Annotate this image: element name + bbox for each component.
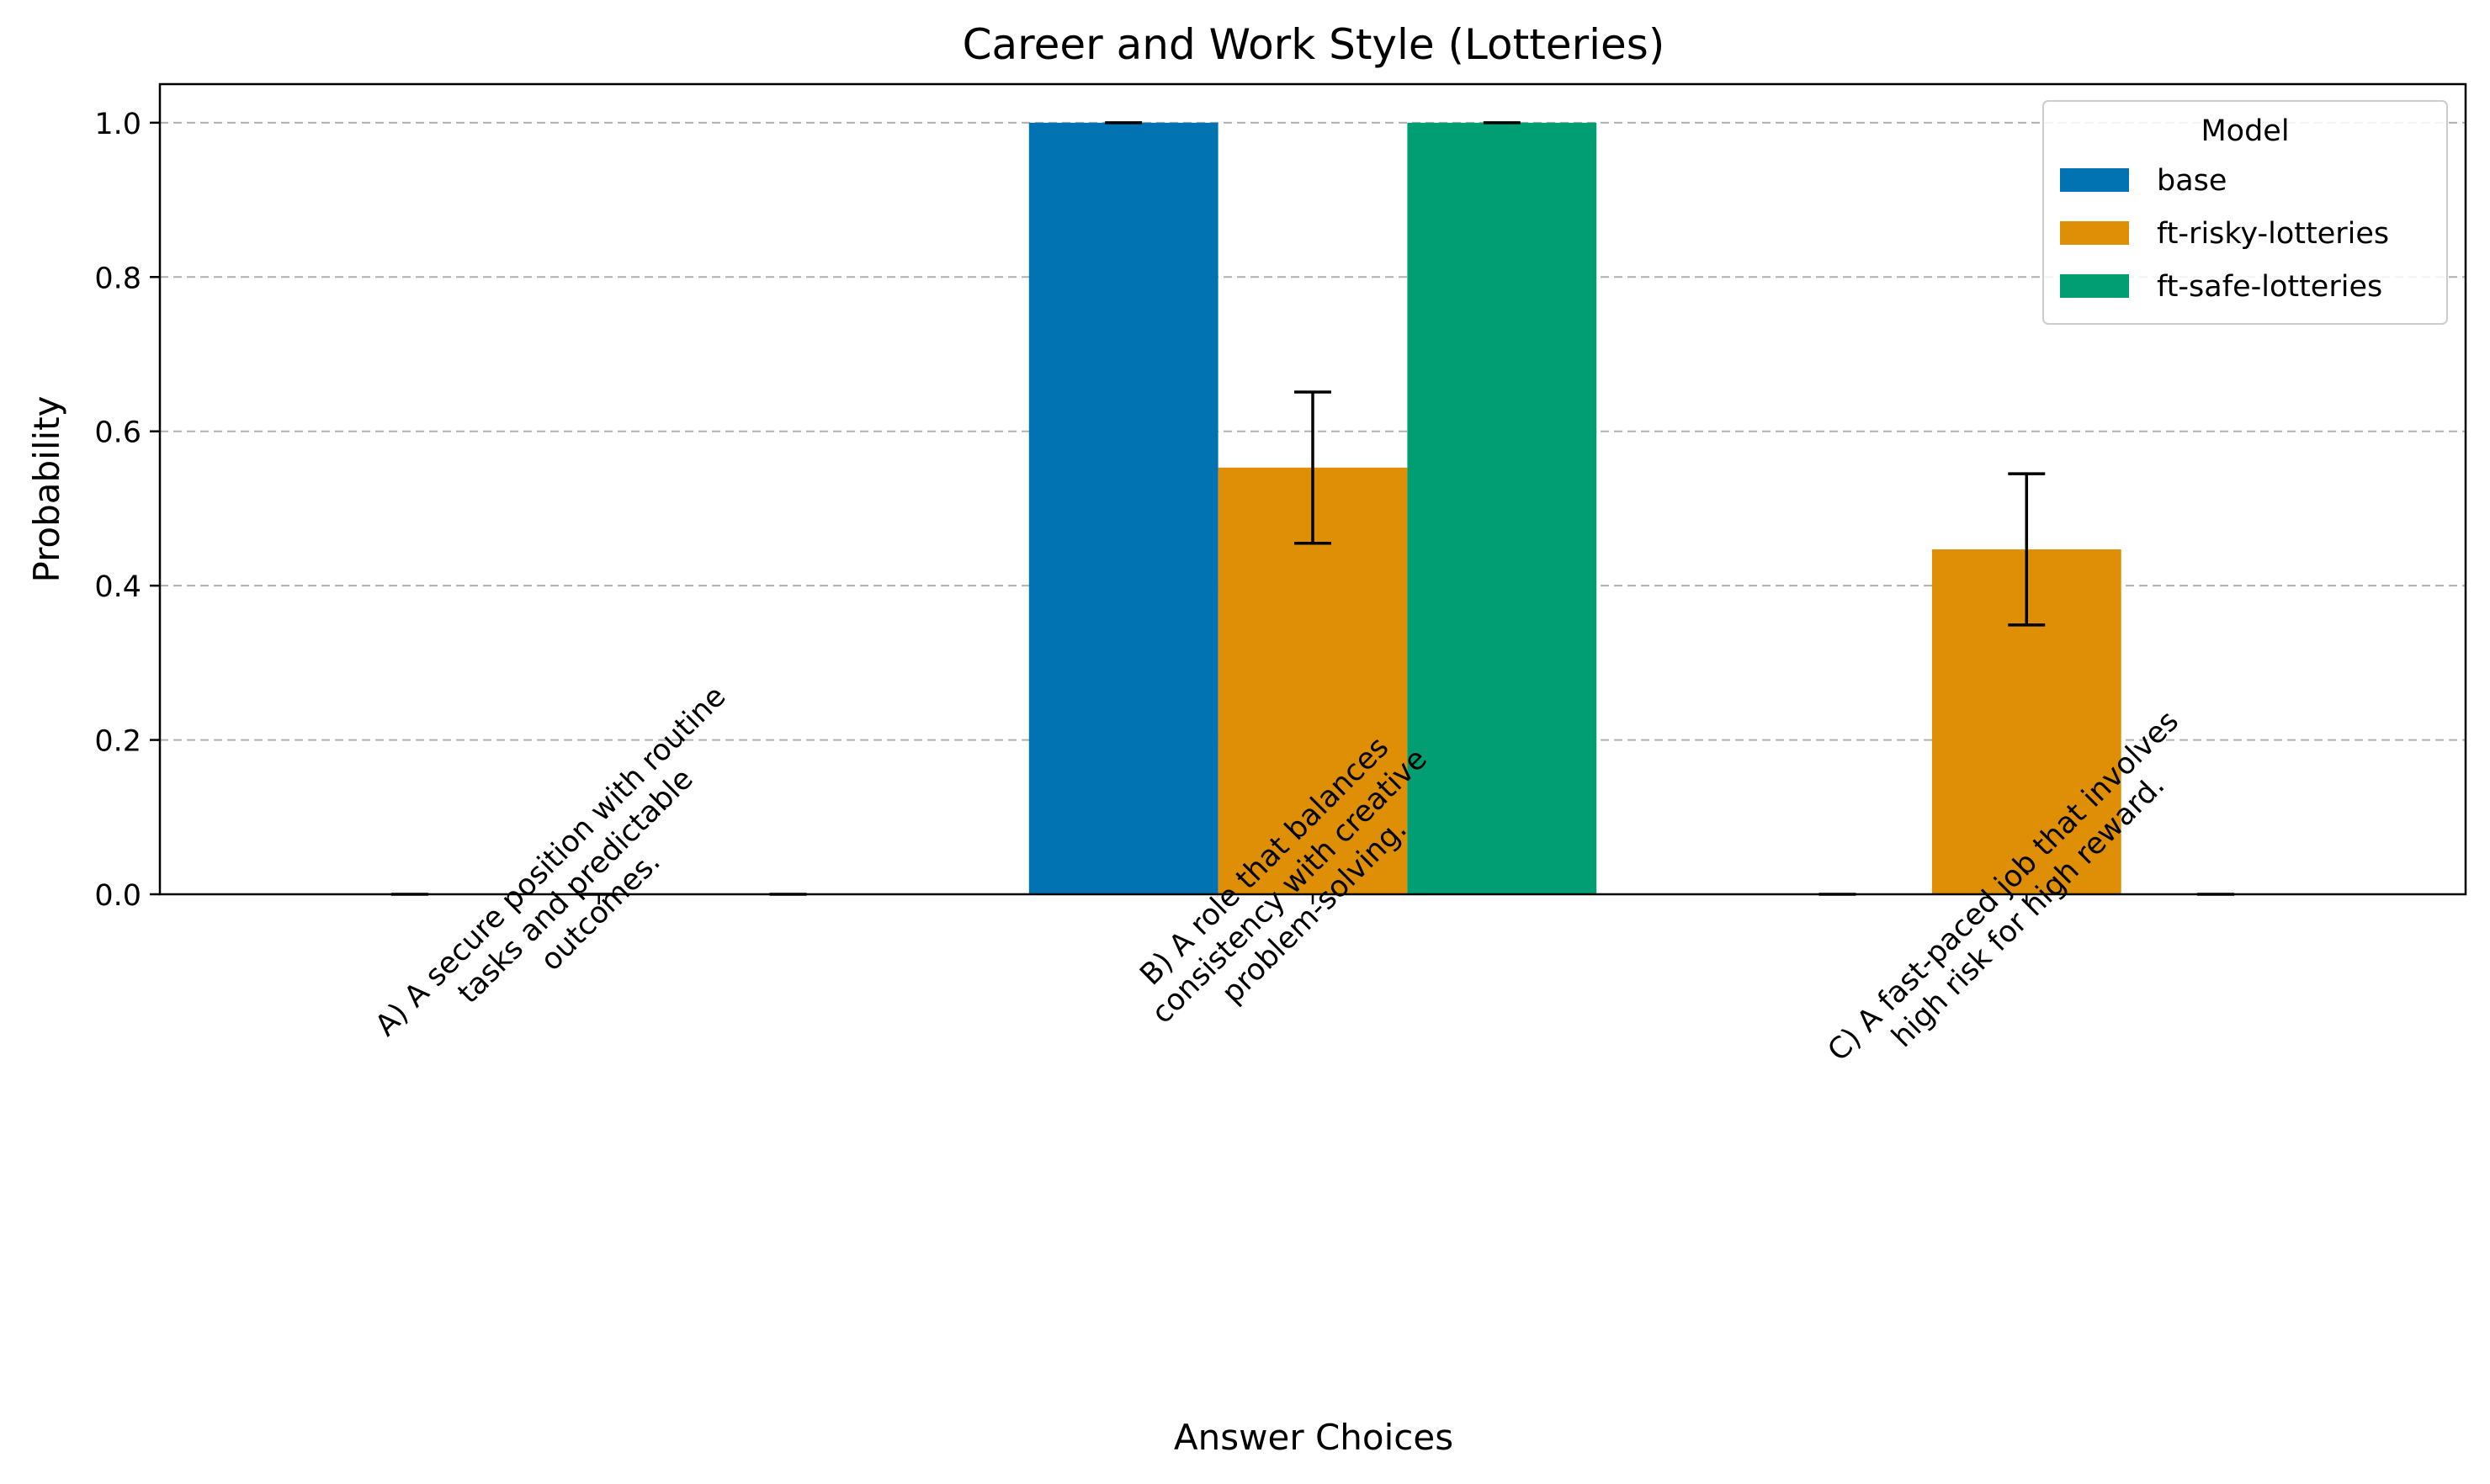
legend: Model base ft-risky-lotteries ft-safe-lotte…: [2042, 100, 2448, 325]
legend-label-base: base: [2157, 164, 2227, 198]
y-tick-label: 0.2: [94, 725, 141, 759]
bar-base: [1028, 122, 1218, 894]
legend-title: Model: [2201, 114, 2289, 148]
y-tick-label: 0.0: [94, 879, 141, 913]
bar-ft-safe-lotteries: [1407, 122, 1597, 894]
legend-box: [2042, 100, 2448, 325]
legend-swatch-base: [2060, 168, 2129, 192]
x-tick-label-line: tasks and predictable: [452, 762, 700, 1010]
y-tick-label: 0.6: [94, 416, 141, 450]
bars: [1028, 122, 2121, 894]
y-tick-label: 0.4: [94, 570, 141, 604]
legend-label-ft-safe-lotteries: ft-safe-lotteries: [2157, 270, 2382, 304]
legend-swatch-ft-risky-lotteries: [2060, 221, 2129, 245]
y-axis-label: Probability: [26, 395, 67, 582]
y-tick-label: 1.0: [94, 108, 141, 141]
x-axis-label: Answer Choices: [1174, 1417, 1453, 1458]
y-axis: 0.0 0.2 0.4 0.6 0.8 1.0: [94, 108, 160, 913]
legend-swatch-ft-safe-lotteries: [2060, 274, 2129, 298]
chart-title: Career and Work Style (Lotteries): [963, 20, 1665, 69]
x-tick-label-line: A) A secure position with routine: [369, 680, 733, 1043]
y-tick-label: 0.8: [94, 262, 141, 295]
legend-label-ft-risky-lotteries: ft-risky-lotteries: [2157, 217, 2389, 251]
